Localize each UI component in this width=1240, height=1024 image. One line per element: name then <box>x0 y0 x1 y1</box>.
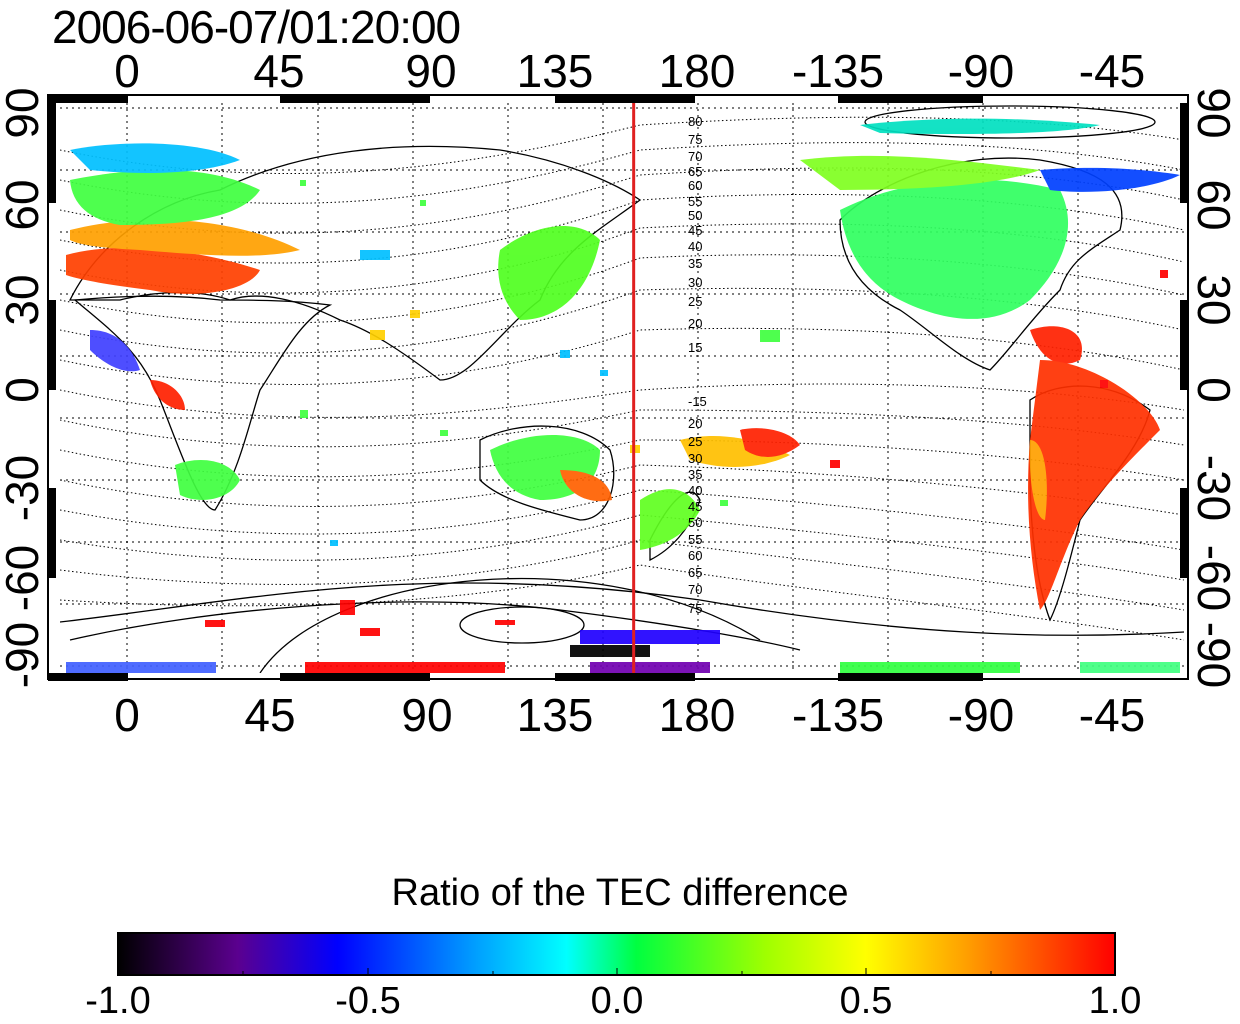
svg-text:65: 65 <box>688 565 702 580</box>
lon-tick-top: 135 <box>516 45 594 97</box>
svg-text:40: 40 <box>688 483 702 498</box>
colorbar-tick: -1.0 <box>85 980 151 1022</box>
colorbar-tick: 0.5 <box>839 980 893 1022</box>
lon-tick-bottom: 90 <box>401 689 453 741</box>
svg-text:45: 45 <box>688 499 702 514</box>
lon-tick-top: 0 <box>114 45 140 97</box>
svg-text:35: 35 <box>688 256 702 271</box>
lon-tick-top: -90 <box>947 45 1015 97</box>
colorbar <box>117 932 1116 976</box>
colorbar-title: Ratio of the TEC difference <box>391 872 849 914</box>
svg-text:15: 15 <box>688 340 702 355</box>
contour-labels: 80 75 70 65 60 55 50 45 40 35 30 25 20 1… <box>688 114 707 616</box>
svg-text:-15: -15 <box>688 394 707 409</box>
svg-text:80: 80 <box>688 114 702 129</box>
svg-text:70: 70 <box>688 582 702 597</box>
map-title: 2006-06-07/01:20:00 <box>52 1 461 53</box>
svg-text:20: 20 <box>688 416 702 431</box>
svg-text:65: 65 <box>688 164 702 179</box>
svg-text:60: 60 <box>688 548 702 563</box>
svg-text:55: 55 <box>688 194 702 209</box>
lon-tick-bottom: 0 <box>114 689 140 741</box>
lon-tick-top: 180 <box>658 45 736 97</box>
svg-text:30: 30 <box>688 275 702 290</box>
svg-text:35: 35 <box>688 467 702 482</box>
lon-tick-bottom: -45 <box>1078 689 1146 741</box>
svg-text:70: 70 <box>688 149 702 164</box>
magnetic-latitude-contours <box>60 116 1184 641</box>
lon-tick-bottom: 135 <box>516 689 594 741</box>
svg-text:75: 75 <box>688 132 702 147</box>
tec-ratio-patches <box>66 118 1180 673</box>
lon-tick-top: -45 <box>1078 45 1146 97</box>
lon-tick-top: 45 <box>253 45 305 97</box>
lon-tick-bottom: -135 <box>791 689 885 741</box>
colorbar-tick: 0.0 <box>590 980 644 1022</box>
svg-text:60: 60 <box>688 178 702 193</box>
svg-text:45: 45 <box>688 223 702 238</box>
svg-text:75: 75 <box>688 601 702 616</box>
colorbar-tick: -0.5 <box>335 980 401 1022</box>
svg-text:25: 25 <box>688 294 702 309</box>
colorbar-tick: 1.0 <box>1088 980 1142 1022</box>
svg-text:50: 50 <box>688 208 702 223</box>
svg-text:40: 40 <box>688 239 702 254</box>
lon-tick-top: 90 <box>405 45 457 97</box>
lon-tick-bottom: 45 <box>244 689 296 741</box>
svg-text:50: 50 <box>688 515 702 530</box>
lon-tick-top: -135 <box>791 45 885 97</box>
svg-text:30: 30 <box>688 451 702 466</box>
lon-tick-bottom: -90 <box>947 689 1015 741</box>
lon-tick-bottom: 180 <box>658 689 736 741</box>
svg-text:20: 20 <box>688 316 702 331</box>
svg-text:25: 25 <box>688 434 702 449</box>
svg-text:55: 55 <box>688 532 702 547</box>
